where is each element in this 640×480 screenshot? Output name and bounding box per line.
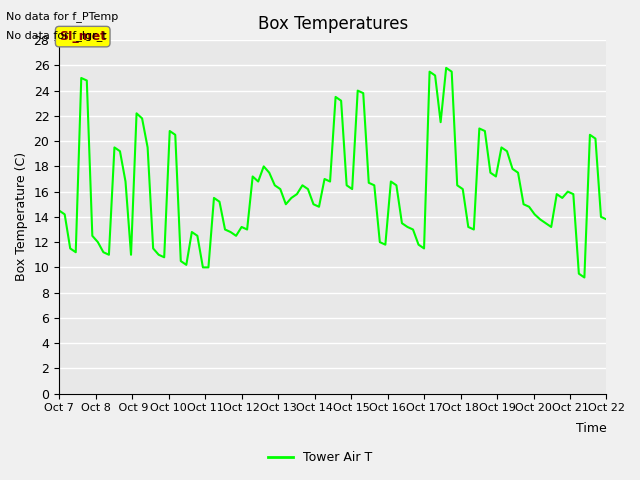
Y-axis label: Box Temperature (C): Box Temperature (C) [15,152,28,281]
X-axis label: Time: Time [576,422,607,435]
Title: Box Temperatures: Box Temperatures [258,15,408,33]
Legend: Tower Air T: Tower Air T [263,446,377,469]
Text: No data for f_lgr_t: No data for f_lgr_t [6,30,107,41]
Text: SI_met: SI_met [59,30,106,43]
Text: No data for f_PTemp: No data for f_PTemp [6,11,118,22]
